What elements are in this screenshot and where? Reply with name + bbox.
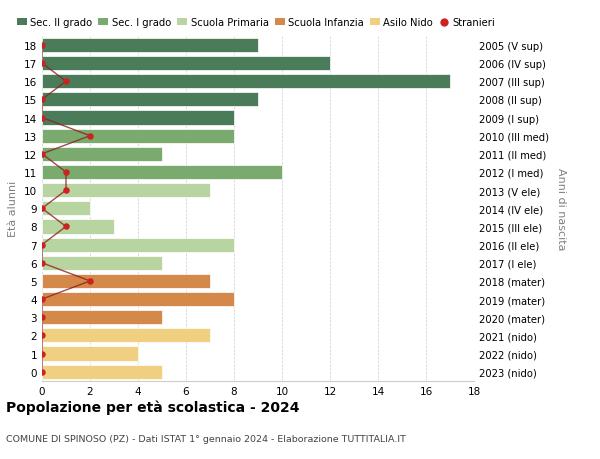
Bar <box>42 75 450 89</box>
Bar <box>42 39 258 53</box>
Bar <box>42 347 138 361</box>
Point <box>37 368 47 375</box>
Point <box>85 133 95 140</box>
Point <box>37 96 47 104</box>
Bar <box>42 256 162 270</box>
Bar <box>42 129 234 143</box>
Y-axis label: Anni di nascita: Anni di nascita <box>556 168 566 250</box>
Point <box>61 78 71 86</box>
Bar <box>42 329 210 343</box>
Point <box>37 259 47 267</box>
Point <box>37 60 47 67</box>
Bar <box>42 166 282 179</box>
Bar <box>42 93 258 107</box>
Y-axis label: Età alunni: Età alunni <box>8 181 19 237</box>
Bar <box>42 238 234 252</box>
Bar <box>42 292 234 307</box>
Point <box>37 332 47 339</box>
Text: Popolazione per età scolastica - 2024: Popolazione per età scolastica - 2024 <box>6 399 299 414</box>
Bar <box>42 310 162 325</box>
Bar <box>42 57 330 71</box>
Point <box>37 42 47 50</box>
Point <box>37 241 47 249</box>
Legend: Sec. II grado, Sec. I grado, Scuola Primaria, Scuola Infanzia, Asilo Nido, Stran: Sec. II grado, Sec. I grado, Scuola Prim… <box>17 18 496 28</box>
Bar <box>42 220 114 234</box>
Point <box>37 350 47 358</box>
Bar <box>42 202 90 216</box>
Bar <box>42 111 234 125</box>
Bar <box>42 274 210 288</box>
Point <box>37 314 47 321</box>
Point <box>37 296 47 303</box>
Point <box>37 151 47 158</box>
Point <box>61 187 71 195</box>
Bar <box>42 365 162 379</box>
Bar <box>42 184 210 198</box>
Point <box>61 223 71 230</box>
Point <box>61 169 71 176</box>
Text: COMUNE DI SPINOSO (PZ) - Dati ISTAT 1° gennaio 2024 - Elaborazione TUTTITALIA.IT: COMUNE DI SPINOSO (PZ) - Dati ISTAT 1° g… <box>6 434 406 443</box>
Point <box>37 115 47 122</box>
Point <box>85 278 95 285</box>
Point <box>37 205 47 213</box>
Bar <box>42 147 162 162</box>
